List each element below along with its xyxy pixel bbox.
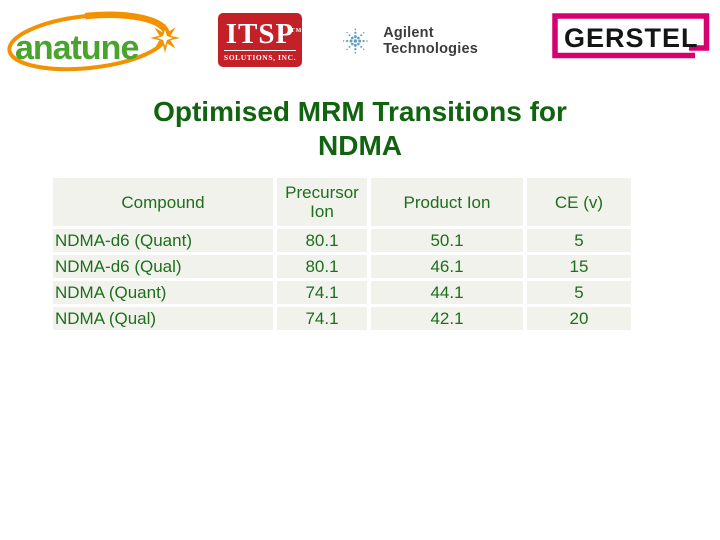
slide-title-line1: Optimised MRM Transitions for xyxy=(153,96,567,127)
table-cell-compound: NDMA-d6 (Quant) xyxy=(53,229,273,252)
table-cell-ce-v: 20 xyxy=(527,307,631,330)
itsp-wordmark: ITSP TM xyxy=(225,17,303,50)
table-cell-product-ion: 42.1 xyxy=(371,307,523,330)
mrm-transitions-table: Compound Precursor Ion Product Ion CE (v… xyxy=(53,178,631,330)
table-cell-ce-v: 5 xyxy=(527,229,631,252)
table-cell-precursor-ion: 80.1 xyxy=(277,229,367,252)
table-cell-ce-v: 5 xyxy=(527,281,631,304)
table-cell-product-ion: 50.1 xyxy=(371,229,523,252)
col-header-ce-v: CE (v) xyxy=(527,178,631,226)
itsp-trademark: TM xyxy=(290,27,303,34)
table-cell-product-ion: 46.1 xyxy=(371,255,523,278)
anatune-wordmark: anatune xyxy=(15,29,138,67)
table-cell-precursor-ion: 80.1 xyxy=(277,255,367,278)
table-cell-product-ion: 44.1 xyxy=(371,281,523,304)
itsp-logo: ITSP TM SOLUTIONS, INC. xyxy=(218,13,302,67)
agilent-wordmark: Agilent Technologies xyxy=(383,25,478,57)
col-header-product-ion: Product Ion xyxy=(371,178,523,226)
table-cell-precursor-ion: 74.1 xyxy=(277,281,367,304)
itsp-divider xyxy=(224,49,296,51)
table-cell-ce-v: 15 xyxy=(527,255,631,278)
table-cell-precursor-ion: 74.1 xyxy=(277,307,367,330)
col-header-precursor-ion: Precursor Ion xyxy=(277,178,367,226)
gerstel-wordmark: GERSTEL xyxy=(564,23,699,53)
anatune-star-icon xyxy=(150,23,180,53)
gerstel-frame-icon: GERSTEL xyxy=(552,13,710,59)
table-cell-compound: NDMA-d6 (Qual) xyxy=(53,255,273,278)
slide-title: Optimised MRM Transitions for NDMA xyxy=(0,95,720,163)
anatune-swoosh-icon: anatune xyxy=(7,11,180,72)
col-header-compound: Compound xyxy=(53,178,273,226)
gerstel-logo: GERSTEL xyxy=(551,10,716,62)
itsp-subtitle: SOLUTIONS, INC. xyxy=(223,52,297,62)
table-cell-compound: NDMA (Quant) xyxy=(53,281,273,304)
table-cell-compound: NDMA (Qual) xyxy=(53,307,273,330)
anatune-logo: anatune xyxy=(6,8,181,80)
agilent-spark-icon xyxy=(342,28,368,54)
slide-title-line2: NDMA xyxy=(318,130,402,161)
agilent-logo: Agilent Technologies xyxy=(338,18,513,64)
